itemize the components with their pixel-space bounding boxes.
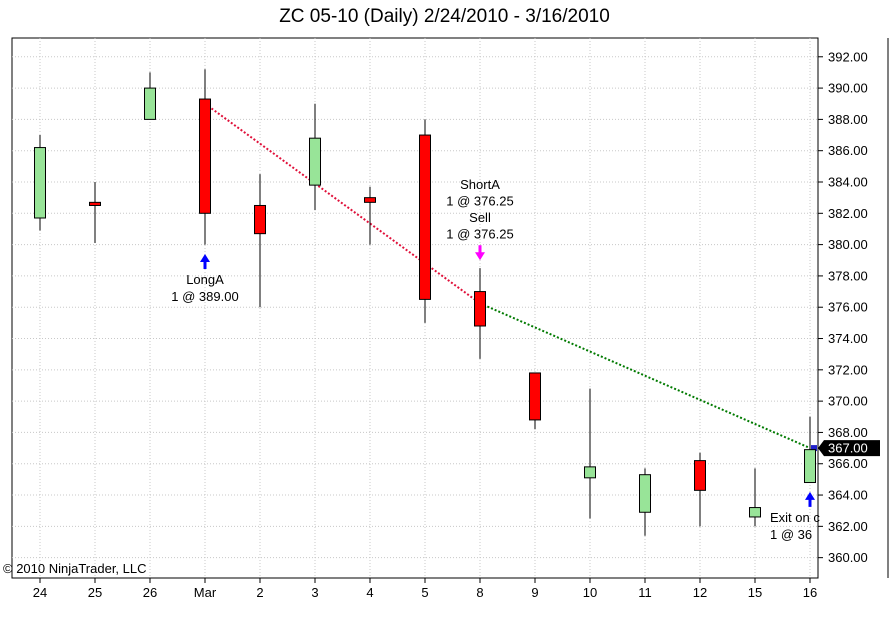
y-tick-label: 374.00 xyxy=(828,331,868,346)
candle xyxy=(144,72,156,120)
y-tick-label: 390.00 xyxy=(828,81,868,96)
annotation-text: LongA xyxy=(186,272,224,287)
candle xyxy=(639,468,651,536)
y-tick-label: 388.00 xyxy=(828,112,868,127)
y-tick-label: 366.00 xyxy=(828,456,868,471)
copyright-text: © 2010 NinjaTrader, LLC xyxy=(3,561,147,576)
candle-body xyxy=(199,98,211,214)
candle xyxy=(804,416,816,484)
candle xyxy=(199,69,211,245)
candle-body xyxy=(694,460,706,491)
x-tick-label: 24 xyxy=(33,585,47,600)
arrow-up-icon xyxy=(200,254,210,269)
candle-body xyxy=(34,147,46,219)
y-tick-label: 372.00 xyxy=(828,362,868,377)
x-tick-label: 4 xyxy=(366,585,373,600)
x-tick-label: 15 xyxy=(748,585,762,600)
y-tick-label: 368.00 xyxy=(828,425,868,440)
candle-body xyxy=(529,372,541,421)
arrow-up-icon xyxy=(805,491,815,507)
last-price-box xyxy=(818,440,880,457)
grid xyxy=(12,38,818,578)
plot-frame xyxy=(11,37,819,579)
candle-body xyxy=(639,474,651,513)
chart-title: ZC 05-10 (Daily) 2/24/2010 - 3/16/2010 xyxy=(279,6,610,27)
y-axis: 360.00 362.00 364.00 366.00 368.00 370.00 372.… xyxy=(818,49,868,565)
x-tick-label: 3 xyxy=(311,585,318,600)
trade-line xyxy=(204,102,481,305)
candle xyxy=(694,452,706,527)
annotation-text: Exit on c xyxy=(770,510,820,525)
candle-body xyxy=(309,137,321,186)
y-tick-label: 386.00 xyxy=(828,143,868,158)
candle xyxy=(529,372,541,430)
x-tick-label: 11 xyxy=(638,585,652,600)
candle xyxy=(419,119,431,323)
x-tick-label: 9 xyxy=(531,585,538,600)
annotation-text: 1 @ 376.25 xyxy=(446,226,513,241)
last-price-marker: 367.00 xyxy=(818,440,880,457)
annotation-text: 1 @ 36 xyxy=(770,527,812,542)
trade-annotation: LongA 1 @ 389.00 xyxy=(171,254,239,304)
candle xyxy=(749,468,761,527)
x-tick-label: Mar xyxy=(194,585,217,600)
candle-body xyxy=(474,291,486,327)
annotation-text: Sell xyxy=(469,210,491,225)
y-tick-label: 380.00 xyxy=(828,237,868,252)
candle-body xyxy=(749,507,761,518)
y-tick-label: 364.00 xyxy=(828,488,868,503)
candle-body xyxy=(419,134,431,300)
candle xyxy=(584,388,596,519)
candle xyxy=(364,186,376,245)
x-tick-label: 16 xyxy=(803,585,817,600)
x-tick-label: 2 xyxy=(256,585,263,600)
y-tick-label: 360.00 xyxy=(828,550,868,565)
candle-body xyxy=(144,87,156,120)
x-tick-label: 8 xyxy=(476,585,483,600)
x-tick-label: 5 xyxy=(421,585,428,600)
candle xyxy=(309,103,321,211)
y-tick-label: 376.00 xyxy=(828,300,868,315)
candle-body xyxy=(804,449,816,484)
x-tick-label: 25 xyxy=(88,585,102,600)
candle xyxy=(254,174,266,308)
x-axis: 24 25 26 Mar 2 3 4 5 8 9 10 11 12 15 16 xyxy=(33,578,817,600)
candle-body xyxy=(584,466,596,479)
y-tick-label: 362.00 xyxy=(828,519,868,534)
annotation-text: ShortA xyxy=(460,177,500,192)
y-tick-label: 378.00 xyxy=(828,268,868,283)
candle xyxy=(34,135,46,231)
x-tick-label: 12 xyxy=(693,585,707,600)
x-tick-label: 26 xyxy=(143,585,157,600)
candle-body xyxy=(89,201,101,206)
trade-annotation: Exit on c 1 @ 36 xyxy=(770,491,820,542)
candle-body xyxy=(364,197,376,203)
candle-body xyxy=(254,204,266,235)
annotation-text: 1 @ 389.00 xyxy=(171,289,238,304)
arrow-down-icon xyxy=(475,245,485,261)
y-tick-label: 382.00 xyxy=(828,206,868,221)
y-tick-label: 392.00 xyxy=(828,49,868,64)
annotation-text: 1 @ 376.25 xyxy=(446,193,513,208)
trade-line xyxy=(479,302,811,450)
candle xyxy=(89,182,101,244)
y-tick-label: 370.00 xyxy=(828,394,868,409)
x-tick-label: 10 xyxy=(583,585,597,600)
y-tick-label: 384.00 xyxy=(828,175,868,190)
last-price-label: 367.00 xyxy=(828,441,868,456)
candle xyxy=(474,268,486,359)
candles xyxy=(34,69,816,536)
exit-marker xyxy=(811,445,817,452)
